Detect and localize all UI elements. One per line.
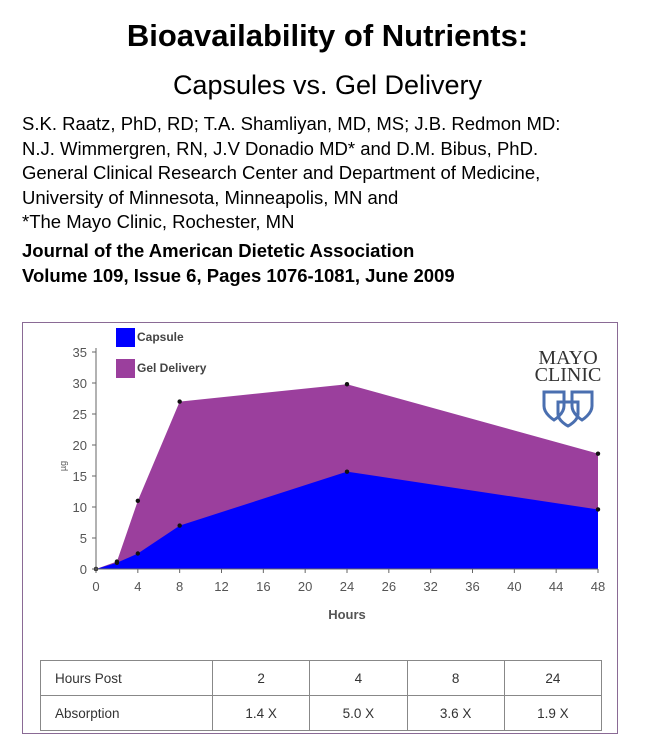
table-cell: 8 xyxy=(406,660,505,696)
table-cell: 1.4 X xyxy=(211,695,311,731)
y-tick-label: 25 xyxy=(73,407,87,422)
journal-citation: Journal of the American Dietetic Associa… xyxy=(22,238,455,288)
authors: S.K. Raatz, PhD, RD; T.A. Shamliyan, MD,… xyxy=(22,112,560,235)
x-tick-label: 20 xyxy=(298,579,312,594)
x-tick-label: 0 xyxy=(92,579,99,594)
journal-volume: Volume 109, Issue 6, Pages 1076-1081, Ju… xyxy=(22,265,455,286)
x-tick-label: 16 xyxy=(256,579,270,594)
data-point xyxy=(595,451,601,456)
x-axis-label: Hours xyxy=(328,607,366,622)
data-point xyxy=(344,469,350,474)
table-cell: Absorption xyxy=(40,695,213,731)
data-point xyxy=(135,498,141,503)
x-tick-label: 32 xyxy=(423,579,437,594)
x-tick-label: 36 xyxy=(465,579,479,594)
table-cell: 1.9 X xyxy=(503,695,603,731)
author-line: S.K. Raatz, PhD, RD; T.A. Shamliyan, MD,… xyxy=(22,113,561,134)
table-cell: 4 xyxy=(309,660,408,696)
author-line: N.J. Wimmergren, RN, J.V Donadio MD* and… xyxy=(22,137,539,159)
author-line: University of Minnesota, Minneapolis, MN… xyxy=(22,186,399,208)
data-point xyxy=(177,523,182,528)
chart-frame xyxy=(22,322,618,734)
logo-text: MAYO xyxy=(538,347,598,369)
area-capsule xyxy=(96,471,598,569)
x-tick-label: 12 xyxy=(214,579,228,594)
subtitle: Capsules vs. Gel Delivery xyxy=(172,70,483,100)
y-tick-label: 30 xyxy=(73,376,87,391)
legend-label: Gel Delivery xyxy=(137,361,207,375)
table-row: Absorption 1.4 X 5.0 X 3.6 X 1.9 X xyxy=(40,695,603,731)
y-tick-label: 20 xyxy=(73,438,87,453)
shield-icon xyxy=(542,390,594,428)
table-cell: 2 xyxy=(211,660,311,696)
title: Bioavailability of Nutrients: xyxy=(126,18,529,53)
y-axis-label: µg xyxy=(58,461,68,471)
author-line: General Clinical Research Center and Dep… xyxy=(22,162,541,183)
data-point xyxy=(135,551,141,556)
absorption-table: Hours Post 2 4 8 24 Absorption 1.4 X 5.0… xyxy=(40,660,603,731)
legend-swatch xyxy=(116,359,135,378)
data-point xyxy=(114,559,120,564)
y-tick-label: 10 xyxy=(73,500,87,515)
y-tick-label: 0 xyxy=(80,562,87,577)
journal-name: Journal of the American Dietetic Associa… xyxy=(22,240,415,261)
x-tick-label: 8 xyxy=(176,579,183,594)
mayo-clinic-logo: MAYO CLINIC xyxy=(528,347,608,428)
x-tick-label: 4 xyxy=(134,579,141,594)
x-tick-label: 44 xyxy=(549,579,563,594)
x-tick-label: 48 xyxy=(591,579,605,594)
table-cell: 5.0 X xyxy=(309,695,408,731)
data-point xyxy=(595,507,601,512)
y-tick-label: 15 xyxy=(73,469,87,484)
data-point xyxy=(344,382,350,387)
legend-label: Capsule xyxy=(137,330,184,344)
table-cell: 24 xyxy=(503,660,603,696)
table-row: Hours Post 2 4 8 24 xyxy=(40,660,603,696)
data-point xyxy=(177,399,182,404)
x-tick-label: 24 xyxy=(340,579,354,594)
table-cell: Hours Post xyxy=(40,660,213,696)
table-cell: 3.6 X xyxy=(406,695,505,731)
legend-swatch xyxy=(116,328,135,347)
logo-text: CLINIC xyxy=(534,364,602,386)
y-tick-label: 35 xyxy=(73,345,87,360)
author-line: *The Mayo Clinic, Rochester, MN xyxy=(22,211,295,232)
x-tick-label: 40 xyxy=(507,579,521,594)
x-tick-label: 26 xyxy=(382,579,396,594)
y-tick-label: 5 xyxy=(80,531,87,546)
